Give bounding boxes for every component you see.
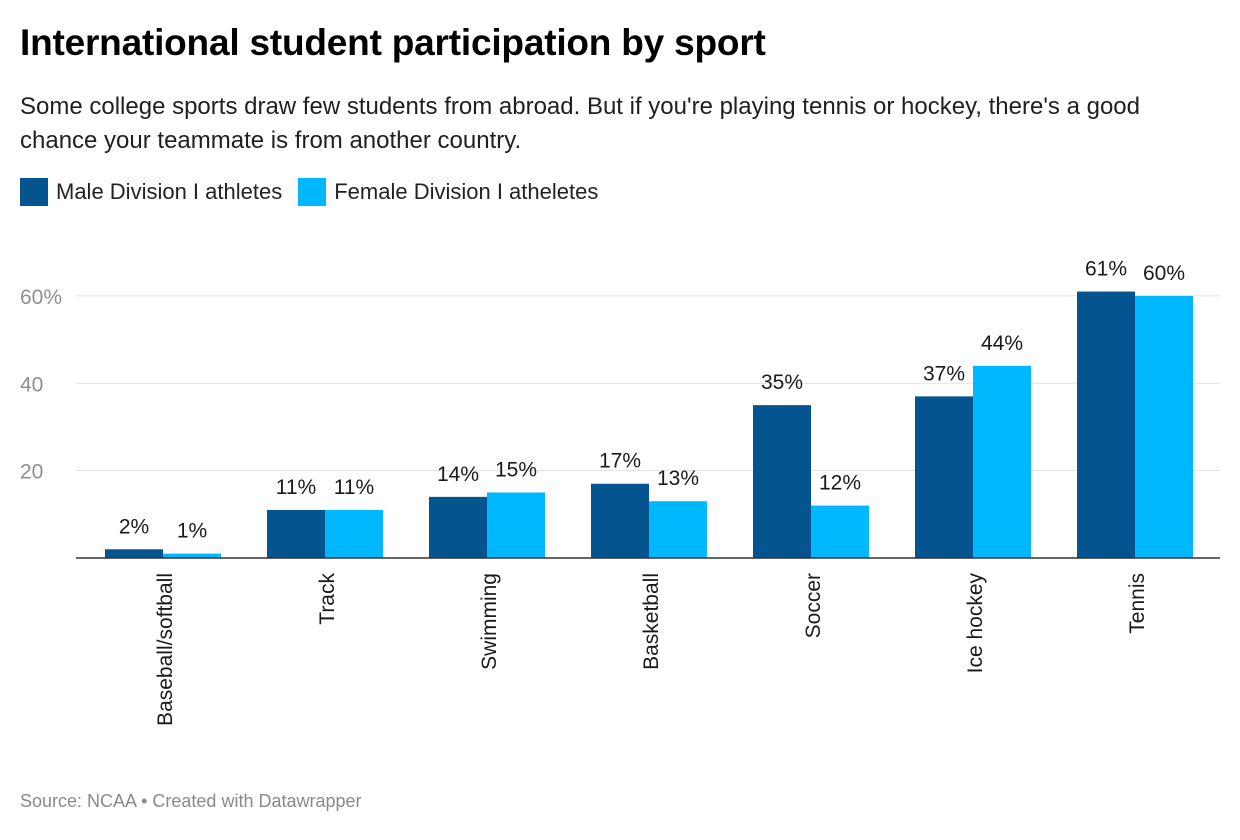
legend-label-male: Male Division I athletes: [56, 179, 283, 204]
separator-dot: •: [141, 791, 148, 811]
y-tick-label: 20: [20, 461, 43, 484]
x-category-label: Track: [316, 573, 339, 625]
legend-swatch-female: [298, 178, 327, 206]
y-tick-label: 40: [20, 373, 43, 396]
data-label-male: 14%: [437, 463, 479, 486]
bar-male: [429, 496, 487, 558]
chart-title: International student participation by s…: [20, 22, 766, 63]
bar-female: [325, 509, 383, 558]
data-label-male: 17%: [599, 450, 641, 473]
data-label-male: 37%: [923, 362, 965, 385]
data-label-male: 11%: [276, 476, 316, 499]
data-label-male: 35%: [761, 371, 803, 394]
bar-male: [591, 483, 649, 558]
bar-male: [753, 405, 811, 558]
x-category-label: Soccer: [802, 573, 825, 638]
bar-female: [163, 553, 221, 558]
data-label-male: 2%: [119, 515, 149, 538]
y-tick-label: 60%: [20, 286, 62, 309]
x-category-label: Tennis: [1126, 573, 1149, 634]
legend: Male Division I athletes Female Division…: [20, 178, 614, 206]
bar-female: [973, 365, 1031, 558]
data-label-female: 15%: [495, 458, 537, 481]
bar-male: [915, 396, 973, 558]
bar-male: [105, 549, 163, 558]
x-category-label: Ice hockey: [964, 573, 987, 674]
legend-swatch-male: [20, 178, 48, 206]
data-label-male: 61%: [1085, 258, 1127, 281]
data-label-female: 60%: [1143, 262, 1185, 285]
data-label-female: 12%: [819, 472, 861, 495]
source-text: Source: NCAA: [20, 791, 137, 811]
x-category-label: Baseball/softball: [154, 573, 177, 726]
bar-male: [1077, 291, 1135, 558]
bar-female: [811, 505, 869, 558]
legend-item-male: Male Division I athletes: [20, 178, 282, 206]
credit-text: Created with Datawrapper: [152, 791, 362, 811]
data-label-female: 11%: [334, 476, 374, 499]
data-label-female: 44%: [981, 332, 1023, 355]
legend-item-female: Female Division I atheletes: [298, 178, 598, 206]
chart-subtitle: Some college sports draw few students fr…: [20, 93, 1140, 154]
data-label-female: 1%: [177, 520, 207, 543]
bar-male: [267, 509, 325, 558]
bar-female: [1135, 295, 1193, 558]
legend-label-female: Female Division I atheletes: [334, 179, 599, 204]
bar-chart: 20 40 60% 2% 1% Baseball/softball 11% 11% Track 1…: [20, 258, 1220, 726]
bar-female: [487, 492, 545, 558]
x-category-label: Swimming: [478, 573, 501, 670]
data-label-female: 13%: [657, 467, 699, 490]
bar-female: [649, 501, 707, 558]
x-category-label: Basketball: [640, 573, 663, 670]
chart-footer: Source: NCAA • Created with Datawrapper: [20, 791, 362, 812]
